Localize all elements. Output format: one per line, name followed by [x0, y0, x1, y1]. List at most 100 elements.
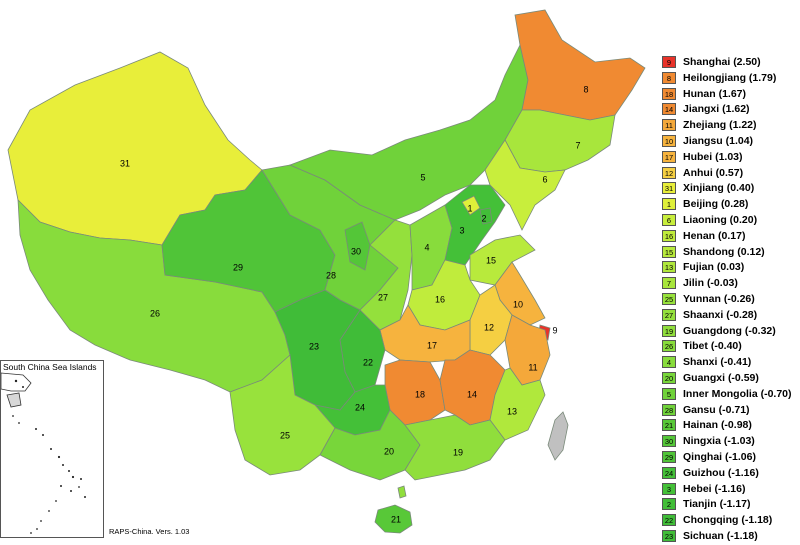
legend-province-name: Anhui [683, 166, 713, 179]
legend-item: 4 Shanxi (-0.41) [662, 355, 798, 371]
province-label: 1 [467, 203, 472, 213]
legend-province-name: Tibet [683, 340, 708, 353]
region-hebei [444, 184, 506, 266]
legend-label: Gansu (-0.71) [683, 403, 750, 417]
legend-swatch: 24 [662, 466, 676, 479]
legend-swatch: 8 [662, 71, 676, 84]
legend-label: Qinghai (-1.06) [683, 450, 756, 464]
legend-item: 20 Guangxi (-0.59) [662, 371, 798, 387]
legend-swatch: 5 [662, 387, 676, 400]
legend-label: Hebei (-1.16) [683, 482, 745, 496]
legend-label: Hubei (1.03) [683, 150, 743, 164]
province-label: 25 [280, 430, 290, 440]
legend-province-value: (-0.03) [706, 277, 738, 290]
legend-swatch: 19 [662, 324, 676, 337]
province-label: 6 [542, 174, 547, 184]
legend-province-value: (2.50) [733, 56, 761, 68]
province-label: 2 [481, 213, 486, 223]
legend-swatch: 13 [662, 261, 676, 274]
legend-item: 30 Ningxia (-1.03) [662, 434, 798, 450]
legend-item: 31 Xinjiang (0.40) [662, 181, 798, 197]
legend-province-name: Liaoning [683, 213, 727, 226]
province-label: 17 [427, 340, 437, 350]
legend-province-name: Tianjin [683, 498, 717, 511]
legend-province-value: (-1.17) [719, 498, 751, 511]
legend-province-name: Jiangxi [683, 103, 720, 116]
legend-province-value: (1.04) [725, 134, 754, 147]
legend-label: Jilin (-0.03) [683, 276, 738, 290]
province-label: 16 [435, 294, 445, 304]
legend-label: Zhejiang (1.22) [683, 118, 757, 132]
legend-province-name: Hubei [683, 150, 713, 163]
legend-item: 6 Liaoning (0.20) [662, 213, 798, 229]
legend-province-value: (1.03) [715, 150, 743, 163]
legend-province-name: Yunnan [683, 292, 721, 305]
inset-map [0, 372, 86, 534]
province-label: 19 [453, 447, 463, 457]
legend-province-value: (1.22) [729, 119, 757, 132]
province-label: 14 [467, 389, 477, 399]
legend-swatch: 14 [662, 103, 676, 116]
legend-province-value: (-0.26) [723, 292, 755, 305]
legend-label: Hunan (1.67) [683, 87, 746, 101]
legend-item: 25 Yunnan (-0.26) [662, 292, 798, 308]
legend-label: Henan (0.17) [683, 229, 745, 243]
legend-province-value: (0.20) [729, 213, 758, 226]
legend-province-name: Jiangsu [683, 134, 723, 147]
legend-swatch: 25 [662, 292, 676, 305]
legend-province-value: (-0.41) [720, 356, 752, 369]
legend-label: Guizhou (-1.16) [683, 466, 759, 480]
legend-province-value: (0.03) [716, 261, 745, 274]
region-ningxia [344, 221, 371, 271]
legend-label: Shaanxi (-0.28) [683, 308, 757, 322]
province-label: 8 [583, 84, 588, 94]
legend-swatch: 21 [662, 419, 676, 432]
legend-item: 18 Hunan (1.67) [662, 87, 798, 103]
legend-province-name: Guangxi [683, 371, 726, 384]
legend-item: 13 Fujian (0.03) [662, 260, 798, 276]
province-label: 31 [120, 158, 130, 168]
legend-label: Xinjiang (0.40) [683, 181, 754, 195]
legend-item: 8 Heilongjiang (1.79) [662, 71, 798, 87]
legend-province-name: Hunan [683, 87, 716, 100]
legend-item: 22 Chongqing (-1.18) [662, 513, 798, 529]
province-label: 30 [351, 246, 361, 256]
region-shandong [469, 234, 536, 286]
region-taiwan [547, 411, 569, 461]
legend-swatch: 29 [662, 450, 676, 463]
legend-item: 23 Sichuan (-1.18) [662, 529, 798, 545]
south-china-sea-inset [0, 360, 104, 538]
region-guangdong [404, 414, 506, 481]
legend-item: 11 Zhejiang (1.22) [662, 118, 798, 134]
legend-province-name: Guangdong [683, 324, 742, 337]
legend-label: Guangdong (-0.32) [683, 324, 776, 338]
legend-province-value: (0.17) [718, 229, 746, 242]
province-label: 18 [415, 389, 425, 399]
legend-province-name: Beijing [683, 198, 719, 211]
region-tianjin [479, 207, 493, 225]
legend-swatch: 28 [662, 403, 676, 416]
legend-item: 15 Shandong (0.12) [662, 245, 798, 261]
legend-item: 29 Qinghai (-1.06) [662, 450, 798, 466]
legend-province-value: (-0.40) [710, 340, 742, 353]
region-beijing [461, 195, 481, 216]
legend-label: Anhui (0.57) [683, 166, 743, 180]
legend-swatch: 16 [662, 229, 676, 242]
region-liaoning [484, 139, 566, 231]
legend-province-value: (-1.16) [727, 466, 759, 479]
legend-swatch: 9 [662, 56, 676, 68]
legend-province-value: (-0.59) [727, 371, 759, 384]
legend-province-value: (-0.70) [760, 387, 792, 400]
legend-item: 5 Inner Mongolia (-0.70) [662, 387, 798, 403]
legend-swatch: 20 [662, 371, 676, 384]
map-canvas: 31 26 29 28 5 30 27 4 3 1 2 8 7 6 15 16 … [7, 9, 646, 534]
legend-province-name: Guizhou [683, 466, 725, 479]
province-label: 23 [309, 341, 319, 351]
legend-item: 9 Shanghai (2.50) [662, 55, 798, 71]
legend-province-value: (0.57) [715, 166, 744, 179]
legend-swatch: 30 [662, 435, 676, 448]
province-label: 12 [484, 322, 494, 332]
region-jilin [504, 109, 616, 173]
legend-province-name: Chongqing [683, 514, 739, 527]
province-label: 26 [150, 308, 160, 318]
